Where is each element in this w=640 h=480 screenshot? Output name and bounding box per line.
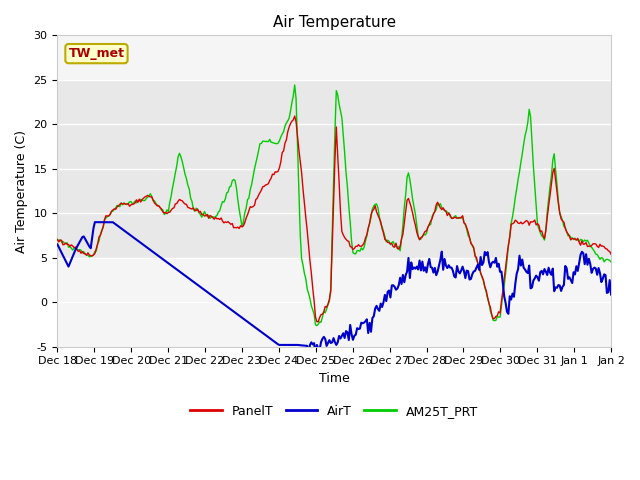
Title: Air Temperature: Air Temperature (273, 15, 396, 30)
Legend: PanelT, AirT, AM25T_PRT: PanelT, AirT, AM25T_PRT (186, 400, 483, 423)
Text: TW_met: TW_met (68, 47, 124, 60)
Bar (58, 80, 611, 258)
X-axis label: Time: Time (319, 372, 349, 385)
Y-axis label: Air Temperature (C): Air Temperature (C) (15, 130, 28, 252)
